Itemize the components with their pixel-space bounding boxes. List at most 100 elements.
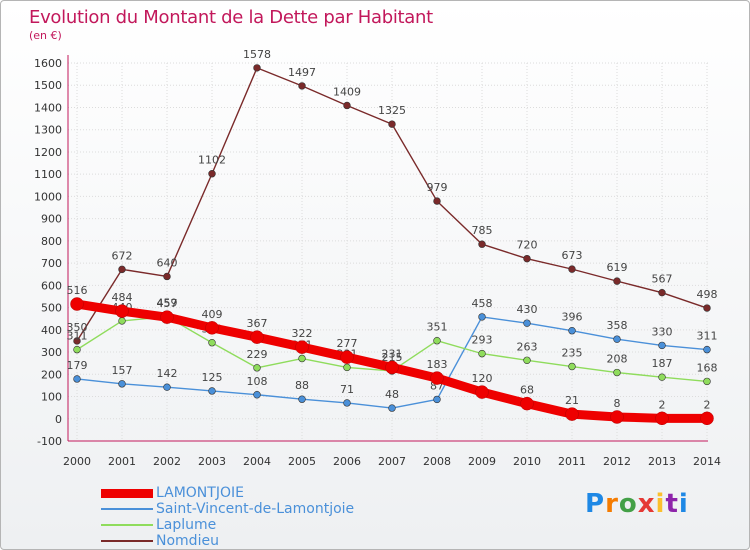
legend-swatch	[101, 489, 153, 498]
data-label: 322	[292, 327, 313, 340]
logo-letter: o	[618, 489, 638, 519]
data-point	[700, 411, 714, 426]
data-point	[298, 395, 306, 403]
data-point	[523, 254, 531, 263]
data-point	[163, 272, 171, 281]
logo-letter: x	[637, 489, 656, 519]
data-label: 208	[607, 353, 628, 366]
data-label: 498	[697, 288, 718, 301]
data-label: 168	[697, 361, 718, 374]
data-point	[115, 304, 129, 318]
data-point	[703, 377, 711, 386]
data-label: 231	[382, 347, 403, 360]
data-point	[295, 340, 309, 354]
data-point	[655, 411, 669, 426]
data-label: 785	[472, 224, 493, 237]
legend-label: Saint-Vincent-de-Lamontjoie	[156, 501, 355, 517]
data-label: 187	[652, 357, 673, 370]
proxiti-logo: Proxiti	[585, 489, 689, 519]
data-label: 142	[157, 367, 178, 380]
data-point	[565, 407, 579, 421]
data-label: 458	[472, 297, 493, 310]
x-tick-label: 2008	[423, 455, 451, 468]
data-point	[568, 327, 576, 335]
data-point	[343, 363, 351, 372]
legend-swatch	[101, 508, 153, 510]
data-point	[70, 297, 84, 311]
data-label: 2	[704, 398, 711, 411]
data-label: 311	[67, 330, 88, 343]
y-tick-label: 700	[41, 257, 62, 270]
data-point	[343, 101, 351, 110]
logo-letter: P	[585, 489, 606, 519]
data-point	[160, 310, 174, 324]
data-point	[523, 356, 531, 364]
x-tick-label: 2000	[63, 455, 91, 468]
logo-letter: r	[605, 489, 619, 519]
y-tick-label: 1500	[34, 79, 62, 92]
data-point	[253, 364, 261, 372]
data-label: 157	[112, 364, 133, 377]
data-label: 1497	[288, 66, 316, 79]
data-point	[568, 265, 576, 273]
data-point	[523, 319, 531, 327]
y-tick-label: 100	[41, 391, 62, 404]
data-label: 330	[652, 325, 673, 338]
x-tick-label: 2013	[648, 455, 676, 468]
data-point	[430, 371, 444, 385]
data-label: 125	[202, 371, 223, 384]
data-label: 2	[659, 398, 666, 411]
data-label: 71	[340, 383, 354, 396]
data-label: 619	[607, 261, 628, 274]
x-tick-label: 2014	[693, 455, 721, 468]
data-label: 179	[67, 359, 88, 372]
data-point	[568, 362, 576, 371]
data-label: 1578	[243, 48, 271, 61]
data-point	[613, 277, 621, 285]
data-label: 640	[157, 256, 178, 269]
data-label: 430	[517, 303, 538, 316]
y-tick-label: -100	[37, 435, 62, 448]
data-label: 484	[112, 291, 133, 304]
data-label: 1409	[333, 85, 361, 98]
data-point	[520, 396, 534, 411]
data-label: 215	[382, 351, 403, 364]
y-tick-label: 1400	[34, 101, 62, 114]
data-point	[388, 120, 396, 128]
data-label: 567	[652, 273, 673, 286]
legend-label: Nomdieu	[156, 533, 219, 549]
y-tick-label: 1100	[34, 168, 62, 181]
x-tick-label: 2007	[378, 455, 406, 468]
data-label: 311	[697, 330, 718, 343]
data-label: 108	[247, 375, 268, 388]
data-point	[658, 373, 666, 381]
data-point	[478, 313, 486, 321]
data-point	[658, 341, 666, 350]
data-label: 979	[427, 181, 448, 194]
logo-letter: i	[655, 489, 666, 519]
data-point	[433, 395, 441, 404]
data-point	[388, 404, 396, 412]
legend-label: LAMONTJOIE	[156, 485, 244, 501]
data-label: 1325	[378, 104, 406, 117]
x-tick-label: 2004	[243, 455, 271, 468]
data-label: 516	[67, 284, 88, 297]
y-tick-label: 600	[41, 279, 62, 292]
legend-label: Laplume	[156, 517, 217, 533]
data-label: 351	[427, 321, 448, 334]
data-point	[73, 375, 81, 383]
y-tick-label: 200	[41, 368, 62, 381]
y-tick-label: 300	[41, 346, 62, 359]
data-label: 277	[337, 337, 358, 350]
data-point	[73, 337, 81, 345]
data-point	[433, 337, 441, 345]
data-label: 235	[562, 347, 583, 360]
y-tick-label: 800	[41, 235, 62, 248]
y-tick-label: 0	[55, 413, 62, 426]
data-label: 68	[520, 384, 534, 397]
data-label: 396	[562, 311, 583, 324]
data-point	[610, 410, 624, 424]
data-label: 350	[67, 321, 88, 334]
data-label: 409	[202, 308, 223, 321]
data-label: 367	[247, 317, 268, 330]
